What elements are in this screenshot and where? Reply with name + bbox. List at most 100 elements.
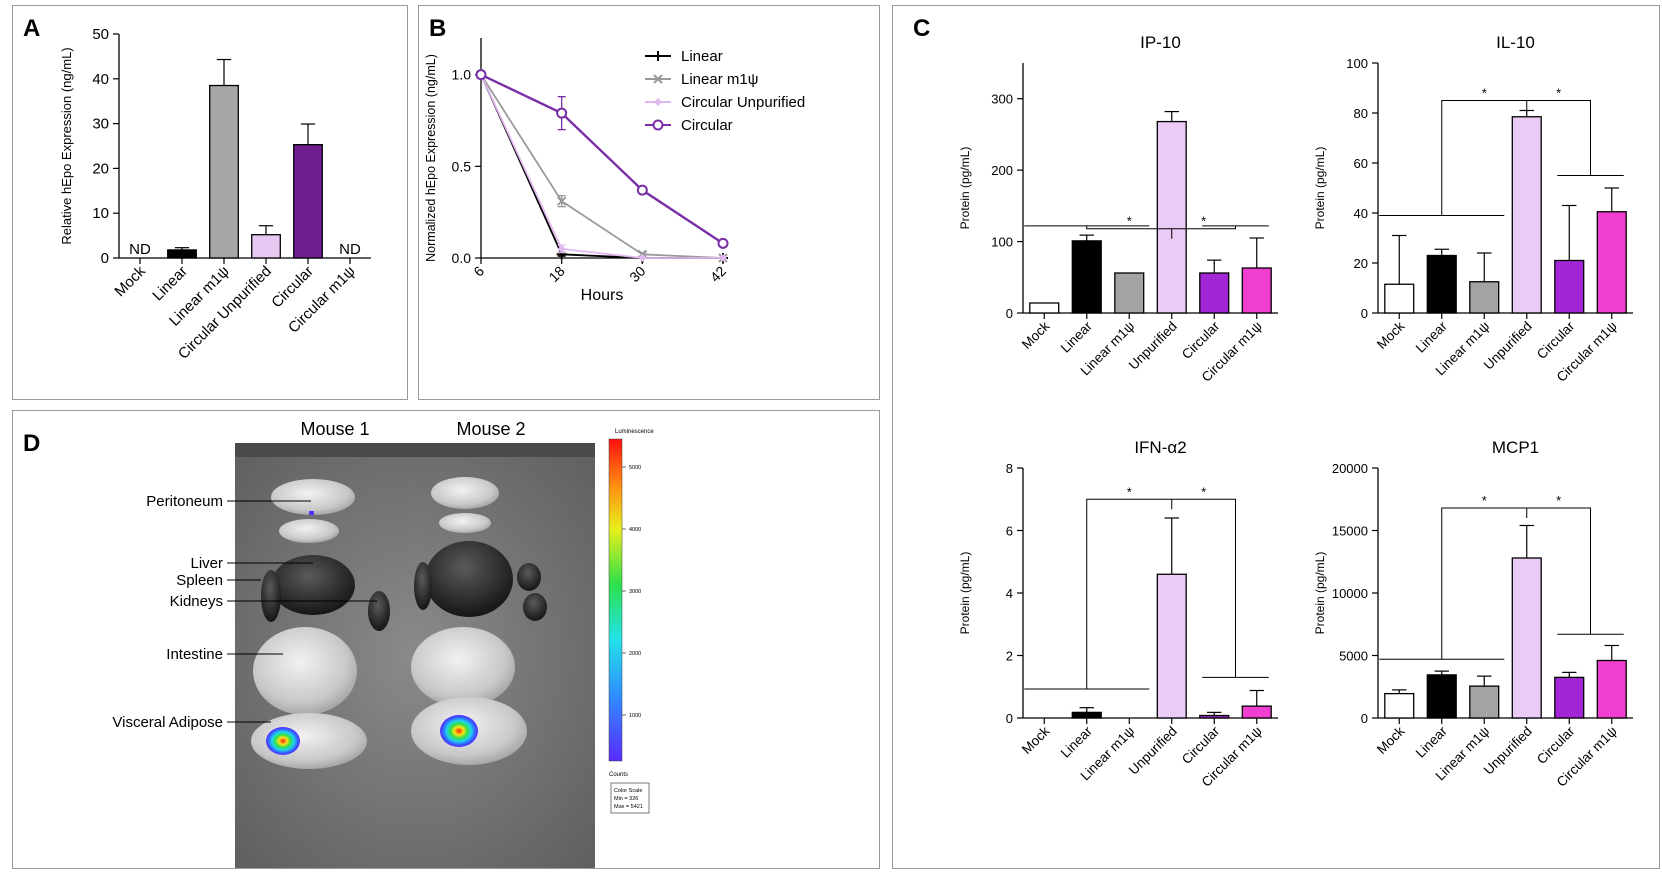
y-tick-label: 0 [1361, 306, 1368, 321]
bar [1426, 674, 1457, 719]
x-tick-label: Linear [1058, 723, 1095, 760]
chart-b: B 0.0 0.5 1.0 6 18 30 42 Hours Normalized hEpo E… [424, 15, 805, 304]
colorbar-tick-label: 2000 [629, 651, 641, 657]
bar [1156, 120, 1187, 314]
chart-mcp1: MCP1 0 5000 10000 15000 20000 Protein (pg/mL) M… [1313, 438, 1633, 790]
bar [293, 144, 323, 259]
y-tick-label: 4 [1006, 586, 1013, 601]
y-tick-label: 40 [92, 71, 109, 88]
bar [1426, 254, 1457, 314]
significance-bracket [1171, 498, 1236, 678]
chart-il-10: IL-10 0 20 40 60 80 100 Protein (pg/mL) Mock Line… [1313, 33, 1633, 385]
bar [1071, 711, 1102, 719]
panel-letter: C [913, 15, 930, 42]
y-tick-label: 20000 [1332, 461, 1368, 476]
bar [167, 249, 197, 259]
imaging-figure: D Mouse 1 Mouse 2 [23, 419, 654, 868]
y-tick-label: 60 [1354, 156, 1368, 171]
y-tick-label: 100 [1346, 56, 1368, 71]
panel-b: B 0.0 0.5 1.0 6 18 30 42 Hours Normalized hEpo E… [418, 5, 880, 400]
significance-bracket [1526, 100, 1591, 176]
panel-letter: D [23, 430, 40, 457]
chart-a: A 0 10 20 30 40 50 Relative hEpo Expression (n… [23, 15, 371, 363]
bar [1469, 685, 1500, 719]
panel-c: C IP-10 0 100 200 300 Protein (pg/mL) Mock Line… [892, 5, 1660, 869]
colorbar-title: Luminescence [615, 429, 654, 435]
y-tick-label: 40 [1354, 206, 1368, 221]
bar-label: ND [339, 241, 361, 258]
chart-title: IP-10 [1140, 33, 1181, 52]
y-tick-label: 20 [1354, 256, 1368, 271]
legend-label: Circular Unpurified [681, 94, 805, 111]
significance-bracket [1086, 498, 1173, 689]
legend: Linear Linear m1ψ Circular Unpurified Circu… [645, 48, 805, 134]
x-axis-label: Hours [581, 287, 624, 304]
x-tick-label: Mock [1019, 318, 1053, 352]
colorbar-scale-min: Min = 326 [614, 796, 638, 802]
panel-d: D Mouse 1 Mouse 2 [12, 410, 880, 869]
chart-ip-10: IP-10 0 100 200 300 Protein (pg/mL) Mock Linear… [958, 33, 1278, 385]
y-axis-label: Protein (pg/mL) [958, 552, 972, 635]
y-tick-label: 20 [92, 160, 109, 177]
y-tick-label: 6 [1006, 524, 1013, 539]
y-tick-label: 2 [1006, 649, 1013, 664]
data-point [556, 196, 567, 206]
series-line [480, 74, 723, 259]
bar-label: ND [129, 241, 151, 258]
bar [1469, 281, 1500, 314]
bar [209, 84, 239, 259]
significance-mark: * [1556, 86, 1561, 101]
x-tick-label: Mock [111, 262, 149, 300]
colorbar-tick-label: 3000 [629, 589, 641, 595]
y-tick-label: 300 [991, 92, 1013, 107]
bar [251, 234, 281, 259]
y-tick-label: 5000 [1339, 649, 1368, 664]
y-tick-label: 0 [101, 250, 109, 267]
data-point [654, 98, 662, 106]
significance-mark: * [1201, 214, 1206, 229]
bar [1554, 676, 1585, 719]
colorbar-tick-label: 4000 [629, 527, 641, 533]
chart-title: MCP1 [1492, 438, 1539, 457]
y-tick-label: 0 [1006, 306, 1013, 321]
colorbar-scale-max: Max = 5421 [614, 804, 643, 810]
y-tick-label: 0.5 [452, 158, 472, 174]
y-tick-label: 80 [1354, 106, 1368, 121]
organ-label: Visceral Adipose [112, 714, 223, 731]
series-line [480, 73, 724, 245]
panel-letter: A [23, 15, 40, 42]
y-axis-label: Normalized hEpo Expression (ng/mL) [424, 54, 438, 262]
mouse-2-label: Mouse 2 [456, 419, 525, 439]
significance-bracket [1441, 100, 1528, 216]
data-point [556, 107, 568, 119]
bar [1241, 267, 1272, 314]
bioluminescence-image [235, 443, 595, 868]
bar [1199, 272, 1230, 314]
x-tick-label: 6 [470, 263, 487, 280]
significance-mark: * [1482, 493, 1487, 508]
x-tick-label: 42 [707, 263, 729, 285]
y-axis-label: Relative hEpo Expression (ng/mL) [59, 47, 74, 244]
bar [1114, 272, 1145, 314]
y-tick-label: 0 [1006, 711, 1013, 726]
data-point [719, 254, 727, 262]
data-point [638, 254, 647, 262]
colorbar-tick-label: 1000 [629, 713, 641, 719]
y-tick-label: 200 [991, 163, 1013, 178]
colorbar-scale-title: Color Scale [614, 788, 642, 794]
series-line [480, 74, 724, 259]
bar [1384, 283, 1415, 314]
y-axis-label: Protein (pg/mL) [958, 147, 972, 230]
chart-title: IL-10 [1496, 33, 1535, 52]
organ-label: Kidneys [170, 593, 223, 610]
bar [1199, 714, 1230, 719]
y-tick-label: 50 [92, 26, 109, 43]
y-tick-label: 30 [92, 116, 109, 133]
chart-title: IFN-α2 [1134, 438, 1186, 457]
organ-label: Liver [190, 555, 223, 572]
data-point [652, 119, 664, 131]
significance-bracket [1441, 507, 1528, 660]
colorbar-units: Counts [609, 772, 628, 778]
